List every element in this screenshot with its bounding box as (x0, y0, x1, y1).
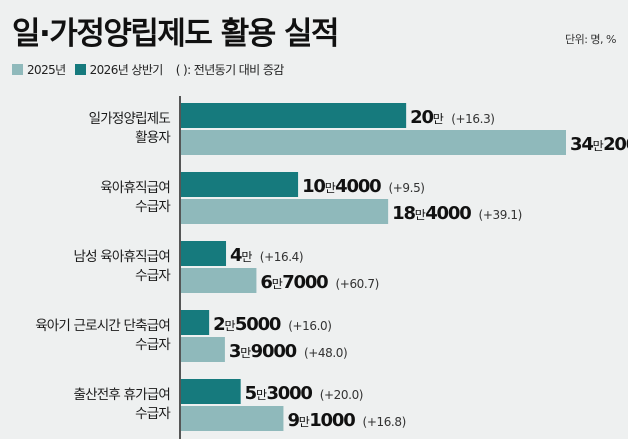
category-label-line: 수급자 (135, 406, 171, 422)
data-label-part: 만 (224, 319, 235, 333)
data-label-part: 5 (245, 383, 257, 404)
data-label-part: 18 (392, 203, 415, 224)
bar-2026h1 (181, 172, 299, 197)
data-label: 20만 (+16.3) (410, 107, 494, 128)
category-label-line: 수급자 (135, 199, 171, 215)
data-label-part: 만 (433, 112, 444, 126)
data-label-part: 34 (570, 134, 593, 155)
data-label: 18만4000 (+39.1) (392, 203, 522, 224)
data-label: 3만9000 (+48.0) (229, 341, 347, 362)
data-label: 34만2000(+33.3) (570, 134, 628, 155)
data-label-part: 2000 (603, 134, 628, 155)
data-label: 6만7000 (+60.7) (260, 272, 378, 293)
bar-2026h1 (181, 310, 210, 335)
change-label: (+16.8) (363, 415, 406, 429)
data-label-part: 만 (415, 208, 426, 222)
bar-2025 (181, 199, 389, 224)
legend-label-2026h1: 2026년 상반기 (89, 62, 164, 77)
category-label-line: 수급자 (135, 337, 171, 353)
category-label-line: 남성 육아휴직급여 (74, 249, 170, 265)
data-label-part: 3 (229, 341, 241, 362)
legend-item-2025: 2025년 (12, 61, 66, 78)
data-label-part: 5000 (235, 314, 281, 335)
bar-2025 (181, 406, 284, 431)
data-label-part: 4000 (425, 203, 471, 224)
data-label-part: 6 (260, 272, 272, 293)
data-label-part: 만 (593, 139, 604, 153)
category-label-line: 일가정양립제도 (89, 111, 171, 127)
data-label-part: 4 (230, 245, 242, 266)
data-label-part: 10 (302, 176, 325, 197)
change-label: (+48.0) (304, 346, 347, 360)
data-label: 9만1000 (+16.8) (287, 410, 405, 431)
data-label-part: 7000 (282, 272, 328, 293)
legend-item-2026h1: 2026년 상반기 (74, 61, 164, 78)
data-label-part: 만 (240, 346, 251, 360)
unit-note: 단위: 명, % (564, 33, 617, 46)
bar-2025 (181, 268, 257, 293)
category-label-line: 육아휴직급여 (100, 180, 170, 196)
bar-2026h1 (181, 379, 241, 404)
legend: 2025년 2026년 상반기 ( ): 전년동기 대비 증감 (12, 60, 284, 78)
data-label: 5만3000 (+20.0) (245, 383, 363, 404)
data-label-part: 만 (272, 277, 283, 291)
data-label-part: 1000 (309, 410, 355, 431)
data-label-part: 만 (241, 250, 252, 264)
chart-title: 일·가정양립제도 활용 실적 (12, 16, 340, 52)
data-label-part: 2 (213, 314, 224, 335)
data-label-part: 3000 (266, 383, 312, 404)
change-label: (+16.0) (288, 319, 331, 333)
data-label: 2만5000 (+16.0) (213, 314, 331, 335)
bar-2025 (181, 337, 225, 362)
data-label-part: 9000 (251, 341, 297, 362)
category-label-line: 육아기 근로시간 단축급여 (35, 318, 170, 334)
legend-label-2025: 2025년 (27, 62, 66, 77)
bar-2026h1 (181, 241, 227, 266)
data-label-part: 4000 (335, 176, 381, 197)
data-label-part: 만 (299, 415, 310, 429)
change-label: (+20.0) (320, 388, 363, 402)
legend-swatch-2026h1 (74, 63, 86, 75)
data-label: 4만 (+16.4) (230, 245, 303, 266)
category-label-line: 출산전후 휴가급여 (74, 387, 170, 403)
data-label: 10만4000 (+9.5) (302, 176, 425, 197)
category-label-line: 활용자 (135, 130, 171, 146)
change-label: (+16.4) (260, 250, 303, 264)
data-label-part: 만 (325, 181, 336, 195)
bar-2025 (181, 130, 566, 155)
data-label-part: 9 (287, 410, 299, 431)
bar-2026h1 (181, 103, 407, 128)
legend-note: ( ): 전년동기 대비 증감 (175, 62, 285, 77)
change-label: (+16.3) (451, 112, 494, 126)
change-label: (+39.1) (479, 208, 522, 222)
legend-swatch-2025 (12, 63, 23, 75)
change-label: (+60.7) (336, 277, 379, 291)
category-label-line: 수급자 (135, 268, 171, 284)
data-label-part: 만 (256, 388, 267, 402)
change-label: (+9.5) (388, 181, 424, 195)
data-label-part: 20 (410, 107, 433, 128)
